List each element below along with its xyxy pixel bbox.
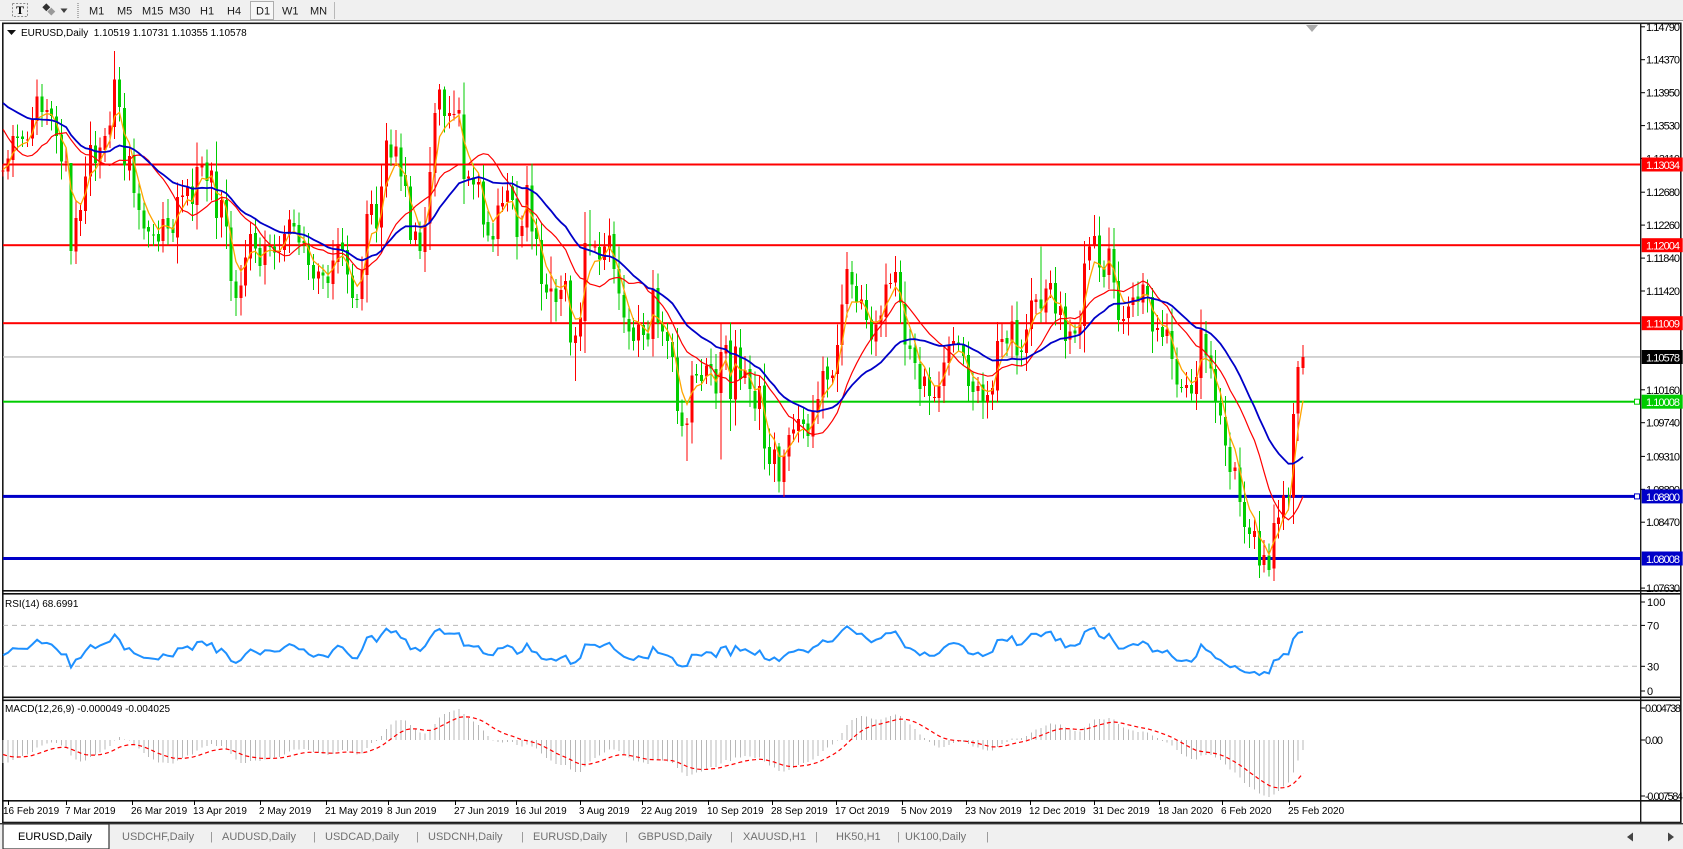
svg-text:XAUUSD,H1: XAUUSD,H1 [743, 831, 806, 843]
svg-text:M30: M30 [169, 6, 190, 18]
svg-text:USDCNH,Daily: USDCNH,Daily [428, 831, 503, 843]
svg-text:0.00: 0.00 [1645, 735, 1663, 747]
svg-text:USDCHF,Daily: USDCHF,Daily [122, 831, 195, 843]
svg-text:MN: MN [310, 6, 327, 18]
svg-text:AUDUSD,Daily: AUDUSD,Daily [222, 831, 296, 843]
svg-text:M1: M1 [89, 6, 104, 18]
svg-text:5 Nov 2019: 5 Nov 2019 [901, 806, 953, 817]
svg-text:10 Sep 2019: 10 Sep 2019 [707, 806, 764, 817]
svg-text:12 Dec 2019: 12 Dec 2019 [1029, 806, 1086, 817]
svg-text:|: | [897, 831, 900, 843]
svg-text:H4: H4 [227, 6, 241, 18]
svg-text:|: | [815, 831, 818, 843]
svg-text:UK100,Daily: UK100,Daily [905, 831, 967, 843]
svg-text:0: 0 [1647, 686, 1653, 698]
svg-text:1.12260: 1.12260 [1646, 220, 1680, 232]
svg-text:7 Mar 2019: 7 Mar 2019 [65, 806, 116, 817]
svg-text:1.14790: 1.14790 [1646, 22, 1680, 34]
svg-text:RSI(14) 68.6991: RSI(14) 68.6991 [5, 599, 79, 610]
svg-text:16 Jul 2019: 16 Jul 2019 [515, 806, 567, 817]
svg-text:1.10160: 1.10160 [1646, 385, 1680, 397]
svg-text:|: | [625, 831, 628, 843]
svg-text:W1: W1 [282, 6, 299, 18]
svg-text:1.12680: 1.12680 [1646, 187, 1680, 199]
svg-text:1.07630: 1.07630 [1646, 583, 1680, 595]
svg-text:1.11009: 1.11009 [1646, 319, 1680, 331]
svg-text:13 Apr 2019: 13 Apr 2019 [193, 806, 247, 817]
svg-text:1.09740: 1.09740 [1646, 418, 1680, 430]
svg-text:23 Nov 2019: 23 Nov 2019 [965, 806, 1022, 817]
svg-text:T: T [16, 3, 24, 17]
svg-text:3 Aug 2019: 3 Aug 2019 [579, 806, 630, 817]
svg-text:18 Jan 2020: 18 Jan 2020 [1158, 806, 1213, 817]
svg-text:GBPUSD,Daily: GBPUSD,Daily [638, 831, 712, 843]
svg-text:USDCAD,Daily: USDCAD,Daily [325, 831, 399, 843]
svg-text:|: | [521, 831, 524, 843]
svg-text:EURUSD,Daily 1.10519 1.10731: EURUSD,Daily 1.10519 1.10731 1.10355 1.1… [21, 28, 247, 39]
svg-text:M15: M15 [142, 6, 163, 18]
svg-text:25 Feb 2020: 25 Feb 2020 [1288, 806, 1345, 817]
svg-text:28 Sep 2019: 28 Sep 2019 [771, 806, 828, 817]
svg-text:|: | [210, 831, 213, 843]
svg-text:17 Oct 2019: 17 Oct 2019 [835, 806, 890, 817]
svg-text:1.14370: 1.14370 [1646, 55, 1680, 67]
svg-text:1.10578: 1.10578 [1646, 353, 1680, 365]
svg-text:70: 70 [1647, 620, 1659, 632]
svg-text:H1: H1 [200, 6, 214, 18]
svg-text:22 Aug 2019: 22 Aug 2019 [641, 806, 698, 817]
svg-text:1.09310: 1.09310 [1646, 451, 1680, 463]
svg-text:1.11840: 1.11840 [1646, 253, 1680, 265]
svg-text:100: 100 [1647, 597, 1665, 609]
svg-text:16 Feb 2019: 16 Feb 2019 [3, 806, 60, 817]
svg-text:1.10008: 1.10008 [1646, 397, 1680, 409]
svg-text:0.004738: 0.004738 [1645, 703, 1681, 715]
svg-text:1.08800: 1.08800 [1646, 492, 1680, 504]
svg-text:8 Jun 2019: 8 Jun 2019 [387, 806, 437, 817]
svg-text:|: | [730, 831, 733, 843]
svg-text:31 Dec 2019: 31 Dec 2019 [1093, 806, 1150, 817]
svg-text:EURUSD,Daily: EURUSD,Daily [18, 831, 92, 843]
svg-text:2 May 2019: 2 May 2019 [259, 806, 312, 817]
svg-text:-0.007584: -0.007584 [1645, 791, 1683, 803]
svg-text:6 Feb 2020: 6 Feb 2020 [1221, 806, 1272, 817]
svg-text:21 May 2019: 21 May 2019 [325, 806, 383, 817]
svg-text:1.13530: 1.13530 [1646, 121, 1680, 133]
svg-text:1.08008: 1.08008 [1646, 554, 1680, 566]
svg-text:30: 30 [1647, 661, 1659, 673]
svg-text:1.13034: 1.13034 [1646, 160, 1680, 172]
svg-text:|: | [313, 831, 316, 843]
svg-text:D1: D1 [256, 6, 270, 18]
svg-text:M5: M5 [117, 6, 132, 18]
svg-text:|: | [986, 831, 989, 843]
svg-text:HK50,H1: HK50,H1 [836, 831, 881, 843]
svg-text:1.11420: 1.11420 [1646, 286, 1680, 298]
svg-text:26 Mar 2019: 26 Mar 2019 [131, 806, 188, 817]
svg-text:MACD(12,26,9) -0.000049 -0.004: MACD(12,26,9) -0.000049 -0.004025 [5, 704, 171, 715]
svg-text:27 Jun 2019: 27 Jun 2019 [454, 806, 509, 817]
svg-text:1.12004: 1.12004 [1646, 241, 1680, 253]
svg-text:EURUSD,Daily: EURUSD,Daily [533, 831, 607, 843]
svg-text:|: | [416, 831, 419, 843]
svg-text:1.08470: 1.08470 [1646, 517, 1680, 529]
svg-text:1.13950: 1.13950 [1646, 88, 1680, 100]
